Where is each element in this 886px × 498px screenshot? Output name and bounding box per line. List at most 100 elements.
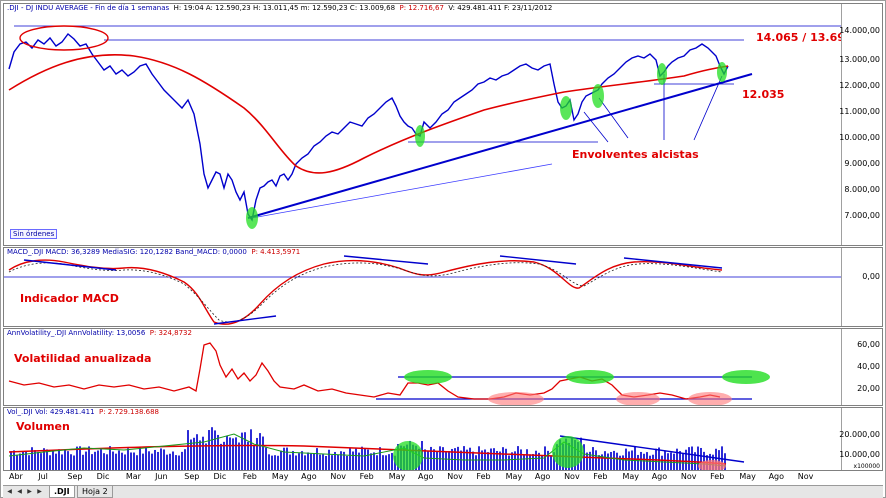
price-tick: 10.000,00 — [839, 133, 880, 142]
volume-panel[interactable]: Vol_.DJI Vol: 429.481.411 P: 2.729.138.6… — [3, 407, 883, 471]
volume-bar — [259, 433, 261, 470]
volatility-title: Volatilidad anualizada — [14, 352, 152, 365]
volume-bar — [661, 455, 663, 470]
first-sheet-icon[interactable]: ◀ — [7, 488, 12, 495]
volume-bar — [100, 449, 102, 470]
volume-bar — [196, 434, 198, 470]
volume-bar — [499, 451, 501, 470]
top-ellipse — [19, 25, 109, 51]
price-header-extra: V: 429.481.411 F: 23/11/2012 — [448, 4, 553, 12]
volume-bar — [109, 446, 111, 470]
volume-bar — [718, 450, 720, 470]
volume-bar — [271, 455, 273, 470]
volume-bar — [85, 451, 87, 470]
volume-bar — [592, 447, 594, 470]
price-panel[interactable]: .DJI - DJ INDU AVERAGE - Fin de día 1 se… — [3, 3, 883, 246]
volume-bar — [34, 450, 36, 470]
last-sheet-icon[interactable]: ▶ — [37, 488, 42, 495]
price-tick: 13.000,00 — [839, 55, 880, 64]
orders-button[interactable]: Sin órdenes — [10, 229, 58, 239]
volume-bar — [73, 455, 75, 470]
volume-bar — [610, 451, 612, 470]
volume-bar — [82, 454, 84, 470]
volatility-chart-svg — [8, 342, 770, 405]
volume-mark-1 — [393, 441, 423, 470]
volume-bar — [76, 446, 78, 470]
volume-bar — [526, 449, 528, 470]
volume-bar — [244, 432, 246, 470]
volume-bar — [427, 451, 429, 470]
volume-bar — [388, 454, 390, 470]
prev-sheet-icon[interactable]: ◀ — [17, 488, 22, 495]
time-axis-label: Nov — [797, 472, 814, 481]
volume-bar — [553, 452, 555, 470]
volume-bar — [217, 434, 219, 470]
volume-bar — [517, 446, 519, 470]
macd-divergence-5 — [623, 257, 723, 269]
volatility-low-mark-1 — [488, 392, 544, 405]
volume-bar — [349, 448, 351, 470]
levels-annotation: 14.065 / 13.690 — [756, 31, 853, 44]
volume-bar — [445, 451, 447, 470]
tab-dji[interactable]: .DJI — [49, 486, 75, 498]
time-axis-label: May — [388, 472, 406, 481]
volume-bar — [130, 452, 132, 470]
volume-bar — [241, 432, 243, 470]
time-axis-label: Mar — [125, 472, 141, 481]
time-axis-label: May — [505, 472, 523, 481]
time-axis-label: Ago — [301, 472, 317, 481]
volume-bar — [127, 448, 129, 470]
volume-bar — [703, 451, 705, 470]
macd-panel[interactable]: MACD_.DJI MACD: 36,3289 MediaSIG: 120,12… — [3, 247, 883, 327]
support-trendline — [247, 73, 753, 219]
moving-average — [8, 54, 729, 174]
volume-bar — [667, 453, 669, 470]
price-y-axis: 14.000,00 13.000,00 12.000,00 11.000,00 … — [839, 4, 882, 245]
time-axis-label: Feb — [242, 472, 257, 481]
volume-bar — [142, 453, 144, 470]
volume-bar — [511, 452, 513, 470]
volume-bar — [88, 446, 90, 470]
volume-bar — [424, 449, 426, 470]
time-axis-label: Ago — [534, 472, 551, 481]
time-axis-label: May — [271, 472, 289, 481]
volatility-panel[interactable]: AnnVolatility_.DJI AnnVolatility: 13,005… — [3, 328, 883, 406]
volume-bar — [325, 455, 327, 470]
time-axis-label: Jun — [155, 472, 168, 481]
volume-bar — [67, 451, 69, 470]
volume-bar — [277, 455, 279, 470]
volatility-low-mark-2 — [616, 392, 660, 405]
engulfing-mark-6 — [717, 62, 727, 82]
volume-bar — [637, 454, 639, 470]
volume-bar — [190, 439, 192, 470]
volume-header-last: P: 2.729.138.688 — [98, 408, 160, 416]
volume-bar — [250, 429, 252, 470]
volatility-header-name: AnnVolatility_.DJI AnnVolatility: 13,005… — [7, 329, 146, 337]
next-sheet-icon[interactable]: ▶ — [27, 488, 32, 495]
volume-bar — [370, 453, 372, 470]
volume-bar — [223, 441, 225, 470]
volume-bar — [193, 437, 195, 470]
engulfing-mark-5 — [657, 63, 667, 85]
tab-hoja-2[interactable]: Hoja 2 — [77, 486, 113, 498]
volume-bar — [19, 453, 21, 470]
volume-bar — [649, 455, 651, 470]
volume-bar — [64, 450, 66, 470]
volume-bar — [355, 448, 357, 470]
secondary-trendline — [251, 163, 553, 219]
volume-bar — [169, 453, 171, 470]
volume-bar — [25, 450, 27, 470]
volume-bar — [502, 447, 504, 470]
volume-bar — [601, 454, 603, 470]
time-axis-label: Dic — [213, 472, 227, 481]
patterns-annotation: Envolventes alcistas — [572, 148, 699, 161]
volume-bar — [283, 447, 285, 470]
time-axis-label: Dic — [96, 472, 110, 481]
volume-bar — [268, 454, 270, 470]
volume-bar — [97, 450, 99, 470]
volume-bar — [52, 451, 54, 470]
macd-signal — [8, 262, 723, 323]
volume-bar — [505, 448, 507, 470]
time-axis-label: Sep — [67, 472, 83, 481]
